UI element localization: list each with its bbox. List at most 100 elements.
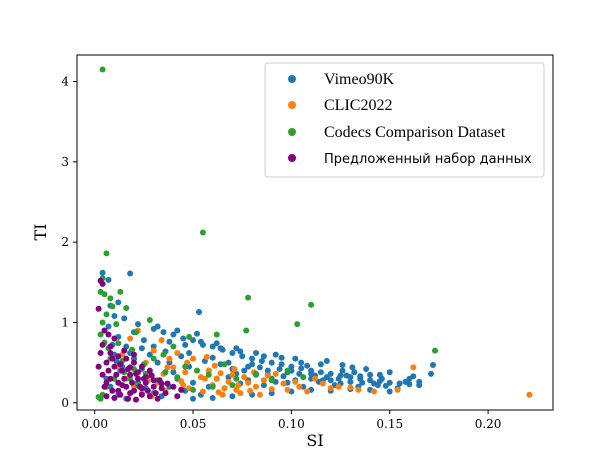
point-s2-40 bbox=[162, 369, 169, 376]
point-s3-44 bbox=[178, 386, 185, 393]
x-axis-title: SI bbox=[306, 431, 323, 450]
point-s0-131 bbox=[327, 377, 334, 384]
point-s0-17 bbox=[229, 350, 236, 356]
point-s2-47 bbox=[253, 370, 259, 377]
point-s1-11 bbox=[253, 383, 259, 390]
point-s0-167 bbox=[150, 343, 157, 350]
point-s3-14 bbox=[111, 363, 118, 370]
point-s3-48 bbox=[113, 371, 120, 378]
point-s0-4 bbox=[196, 309, 202, 315]
point-s1-8 bbox=[280, 380, 287, 387]
point-s3-63 bbox=[115, 387, 122, 394]
point-s1-67 bbox=[215, 389, 222, 396]
point-s2-1 bbox=[199, 229, 206, 236]
point-s1-39 bbox=[256, 391, 263, 398]
point-s1-12 bbox=[241, 374, 248, 381]
point-s1-15 bbox=[217, 370, 224, 377]
point-s0-8 bbox=[135, 321, 141, 328]
point-s3-65 bbox=[138, 385, 145, 392]
point-s0-0 bbox=[99, 269, 106, 276]
point-s1-45 bbox=[319, 380, 326, 387]
point-s2-20 bbox=[243, 327, 250, 334]
point-s0-162 bbox=[237, 348, 244, 355]
point-s0-62 bbox=[140, 337, 147, 344]
point-s3-32 bbox=[125, 395, 132, 402]
y-axis: 0 1 2 3 4 bbox=[61, 75, 77, 410]
point-s0-41 bbox=[367, 371, 374, 378]
point-s3-56 bbox=[125, 366, 132, 372]
point-s0-26 bbox=[317, 369, 324, 376]
point-s0-42 bbox=[349, 364, 356, 371]
point-s0-11 bbox=[170, 331, 177, 338]
point-s2-16 bbox=[146, 317, 153, 323]
point-s3-6 bbox=[99, 341, 106, 348]
point-s3-50 bbox=[129, 379, 136, 386]
point-s0-20 bbox=[258, 358, 265, 364]
point-s1-60 bbox=[203, 354, 210, 360]
point-s0-54 bbox=[213, 340, 220, 347]
point-s0-109 bbox=[256, 364, 263, 371]
point-s2-53 bbox=[190, 386, 196, 393]
point-s2-50 bbox=[300, 374, 307, 381]
point-s2-8 bbox=[109, 303, 116, 310]
point-s3-58 bbox=[140, 375, 147, 382]
point-s3-54 bbox=[109, 355, 116, 362]
point-s3-21 bbox=[99, 371, 106, 378]
point-s0-154 bbox=[416, 378, 423, 385]
legend-label-codecs: Codecs Comparison Dataset bbox=[324, 124, 506, 141]
point-s0-12 bbox=[180, 335, 187, 342]
point-s3-55 bbox=[117, 361, 124, 368]
point-s2-49 bbox=[284, 367, 291, 374]
y-tick-label-1: 1 bbox=[61, 315, 69, 329]
legend-marker-proposed bbox=[288, 154, 296, 162]
point-s1-13 bbox=[233, 386, 240, 393]
point-s3-16 bbox=[127, 371, 134, 378]
point-s3-4 bbox=[105, 331, 112, 338]
point-s2-48 bbox=[268, 377, 275, 384]
point-s0-166 bbox=[166, 338, 173, 345]
point-s0-115 bbox=[374, 382, 381, 389]
point-s1-62 bbox=[164, 364, 171, 371]
point-s1-32 bbox=[197, 374, 204, 381]
point-s1-35 bbox=[221, 385, 228, 392]
point-s0-164 bbox=[197, 338, 204, 345]
x-tick-label-4: 0.20 bbox=[475, 417, 502, 431]
point-s2-23 bbox=[186, 333, 193, 340]
point-s0-113 bbox=[335, 375, 342, 382]
point-s0-38 bbox=[428, 370, 434, 377]
point-s3-64 bbox=[127, 390, 134, 397]
point-s1-6 bbox=[312, 375, 318, 382]
point-s0-134 bbox=[105, 323, 112, 330]
point-s0-40 bbox=[382, 382, 389, 389]
x-tick-label-2: 0.10 bbox=[278, 417, 305, 431]
point-s2-18 bbox=[308, 301, 315, 308]
point-s3-46 bbox=[97, 350, 104, 356]
plot-frame bbox=[76, 54, 554, 411]
point-s1-4 bbox=[347, 384, 354, 391]
point-s1-31 bbox=[190, 355, 196, 362]
point-s3-9 bbox=[123, 355, 130, 362]
point-s0-101 bbox=[386, 369, 393, 376]
point-s3-53 bbox=[152, 390, 159, 397]
point-s3-33 bbox=[133, 396, 139, 403]
legend-label-proposed: Предложенный набор данных bbox=[324, 152, 532, 167]
point-s3-62 bbox=[103, 379, 110, 386]
legend-marker-clic2022 bbox=[288, 101, 296, 109]
point-s2-5 bbox=[101, 291, 108, 298]
point-s0-158 bbox=[317, 361, 324, 368]
series-3 bbox=[95, 277, 185, 403]
point-s1-68 bbox=[235, 382, 242, 389]
point-s3-59 bbox=[148, 372, 155, 379]
point-s0-46 bbox=[292, 355, 299, 362]
point-s3-1 bbox=[99, 280, 106, 287]
point-s0-98 bbox=[363, 366, 370, 372]
point-s1-46 bbox=[335, 383, 342, 390]
point-s3-68 bbox=[131, 351, 137, 358]
legend-label-vimeo90k: Vimeo90K bbox=[324, 71, 395, 88]
point-s0-18 bbox=[239, 353, 246, 360]
point-s0-7 bbox=[121, 315, 128, 322]
point-s1-64 bbox=[211, 362, 218, 369]
point-s3-22 bbox=[107, 375, 114, 382]
x-tick-label-0: 0.00 bbox=[81, 417, 108, 431]
